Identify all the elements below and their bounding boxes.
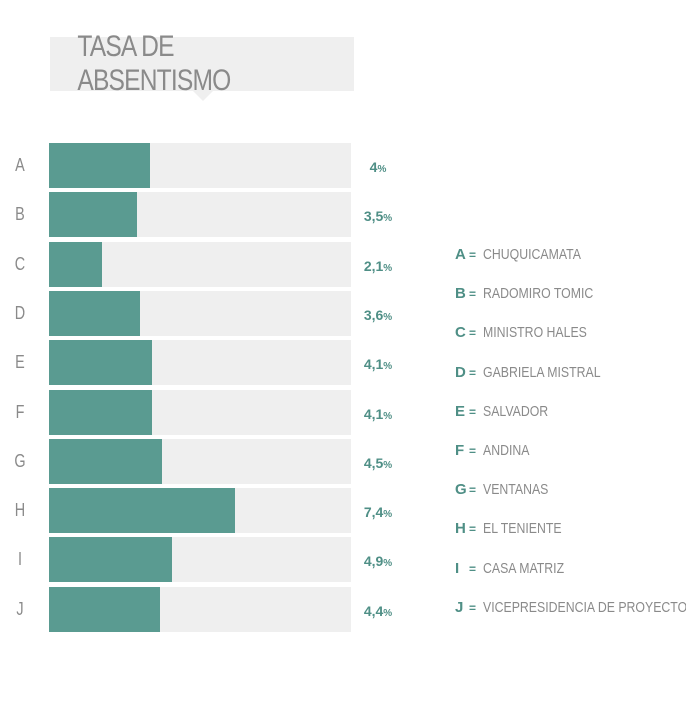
bar-i bbox=[49, 537, 172, 582]
legend-letter: I bbox=[455, 560, 460, 577]
percent-sign: % bbox=[383, 509, 393, 520]
legend-item: J = VICEPRESIDENCIA DE PROYECTOS bbox=[455, 599, 686, 616]
legend-letter: B bbox=[455, 285, 466, 302]
category-label: A bbox=[15, 155, 25, 175]
legend-name: VICEPRESIDENCIA DE PROYECTOS bbox=[483, 599, 686, 616]
legend-letter: G bbox=[455, 481, 467, 498]
value-label: 2,1% bbox=[356, 258, 400, 274]
category-label: H bbox=[14, 500, 26, 520]
category-label: F bbox=[15, 402, 25, 422]
legend-item: I = CASA MATRIZ bbox=[455, 560, 582, 577]
value-label: 3,6% bbox=[356, 307, 400, 323]
legend-item: D = GABRIELA MISTRAL bbox=[455, 364, 626, 381]
value-label: 4,1% bbox=[356, 356, 400, 372]
percent-sign: % bbox=[383, 312, 393, 323]
legend-separator: = bbox=[469, 562, 477, 576]
bar-d bbox=[49, 291, 140, 336]
legend-item: B = RADOMIRO TOMIC bbox=[455, 285, 617, 302]
legend-separator: = bbox=[469, 326, 477, 340]
legend-item: G = VENTANAS bbox=[455, 481, 563, 498]
value-number: 2,1 bbox=[363, 258, 384, 274]
percent-sign: % bbox=[383, 263, 393, 274]
legend-name: RADOMIRO TOMIC bbox=[483, 285, 594, 302]
percent-sign: % bbox=[383, 411, 393, 422]
value-number: 3,6 bbox=[363, 307, 384, 323]
bar-b bbox=[49, 192, 137, 237]
percent-sign: % bbox=[383, 361, 393, 372]
legend-name: CHUQUICAMATA bbox=[483, 246, 581, 263]
percent-sign: % bbox=[383, 460, 393, 471]
legend-name: SALVADOR bbox=[483, 403, 549, 420]
legend-letter: H bbox=[455, 520, 466, 537]
value-number: 4,1 bbox=[363, 406, 384, 422]
value-label: 4,4% bbox=[356, 603, 400, 619]
bar-h bbox=[49, 488, 235, 533]
legend-separator: = bbox=[469, 483, 477, 497]
legend-separator: = bbox=[469, 366, 477, 380]
legend-name: MINISTRO HALES bbox=[483, 324, 587, 341]
value-label: 3,5% bbox=[356, 208, 400, 224]
bar-f bbox=[49, 390, 152, 435]
value-number: 3,5 bbox=[363, 208, 384, 224]
category-label: C bbox=[14, 254, 26, 274]
bar-e bbox=[49, 340, 152, 385]
legend-name: ANDINA bbox=[483, 442, 530, 459]
value-label: 4,5% bbox=[356, 455, 400, 471]
legend-letter: C bbox=[455, 324, 466, 341]
value-number: 4 bbox=[369, 159, 378, 175]
bar-j bbox=[49, 587, 160, 632]
legend-name: CASA MATRIZ bbox=[483, 560, 565, 577]
legend-letter: J bbox=[455, 599, 464, 616]
legend-separator: = bbox=[469, 601, 477, 615]
value-number: 4,1 bbox=[363, 356, 384, 372]
value-number: 4,9 bbox=[363, 553, 384, 569]
category-label: D bbox=[14, 303, 26, 323]
value-number: 4,4 bbox=[363, 603, 384, 619]
value-number: 7,4 bbox=[363, 504, 384, 520]
legend-separator: = bbox=[469, 522, 477, 536]
legend-separator: = bbox=[469, 248, 477, 262]
category-label: J bbox=[16, 599, 24, 619]
percent-sign: % bbox=[383, 558, 393, 569]
legend-separator: = bbox=[469, 405, 477, 419]
percent-sign: % bbox=[383, 608, 393, 619]
legend-item: F = ANDINA bbox=[455, 442, 540, 459]
title-pointer bbox=[193, 91, 213, 101]
legend-item: A = CHUQUICAMATA bbox=[455, 246, 602, 263]
category-label: I bbox=[17, 549, 22, 569]
legend-name: VENTANAS bbox=[483, 481, 549, 498]
legend-letter: F bbox=[455, 442, 465, 459]
title-box bbox=[50, 37, 354, 91]
bar-g bbox=[49, 439, 162, 484]
value-number: 4,5 bbox=[363, 455, 384, 471]
legend-name: GABRIELA MISTRAL bbox=[483, 364, 601, 381]
bar-a bbox=[49, 143, 150, 188]
legend-item: E = SALVADOR bbox=[455, 403, 562, 420]
value-label: 4,1% bbox=[356, 406, 400, 422]
legend-letter: E bbox=[455, 403, 466, 420]
chart-title: TASA DE ABSENTISMO bbox=[77, 30, 231, 97]
legend-separator: = bbox=[469, 287, 477, 301]
value-label: 7,4% bbox=[356, 504, 400, 520]
legend-item: H = EL TENIENTE bbox=[455, 520, 579, 537]
category-label: E bbox=[15, 352, 25, 372]
value-label: 4,9% bbox=[356, 553, 400, 569]
percent-sign: % bbox=[377, 164, 387, 175]
category-label: G bbox=[14, 451, 26, 471]
legend-separator: = bbox=[469, 444, 477, 458]
percent-sign: % bbox=[383, 213, 393, 224]
category-label: B bbox=[15, 204, 25, 224]
legend-letter: A bbox=[455, 246, 466, 263]
legend-item: C = MINISTRO HALES bbox=[455, 324, 610, 341]
legend-letter: D bbox=[455, 364, 466, 381]
value-label: 4% bbox=[356, 159, 400, 175]
bar-c bbox=[49, 242, 102, 287]
legend-name: EL TENIENTE bbox=[483, 520, 562, 537]
